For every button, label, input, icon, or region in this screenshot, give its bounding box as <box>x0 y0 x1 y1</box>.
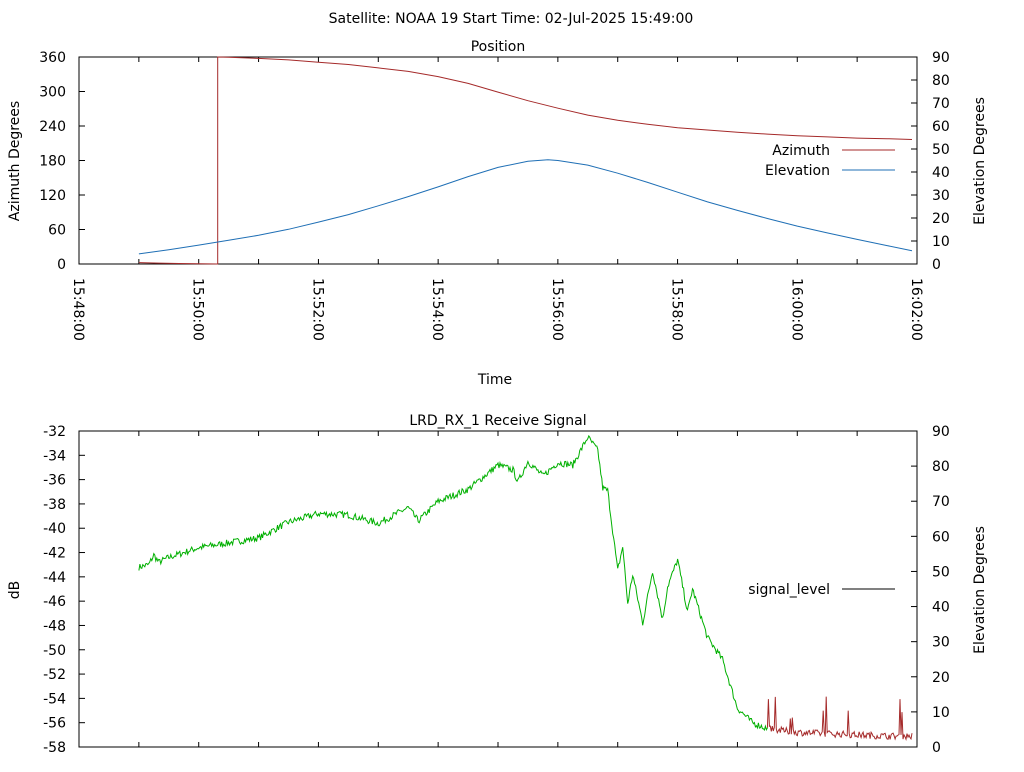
db-tick-label: -58 <box>43 740 66 756</box>
signal-elevation-axis-label: Elevation Degrees <box>972 526 988 654</box>
signal-elevation-tick-label: 30 <box>932 635 950 651</box>
elevation-series-line <box>138 159 913 255</box>
position-plot-frame <box>78 56 918 265</box>
elevation-axis-label: Elevation Degrees <box>972 97 988 225</box>
time-tick-label: 16:00:00 <box>788 278 804 341</box>
db-tick-label: -36 <box>43 473 66 489</box>
time-tick-label: 15:58:00 <box>669 278 685 341</box>
db-tick-label: -54 <box>43 691 66 707</box>
db-tick-label: -34 <box>43 448 66 464</box>
azimuth-axis-label: Azimuth Degrees <box>7 101 23 221</box>
db-tick-label: -32 <box>43 424 66 440</box>
time-tick-label: 15:48:00 <box>70 278 86 341</box>
signal-chart-title: LRD_RX_1 Receive Signal <box>409 413 586 429</box>
time-tick-label: 15:52:00 <box>309 278 325 341</box>
time-tick-label: 15:50:00 <box>190 278 206 341</box>
elevation-tick-label: 70 <box>932 96 950 112</box>
db-tick-label: -38 <box>43 497 66 513</box>
time-tick-label: 15:56:00 <box>549 278 565 341</box>
azimuth-tick-label: 180 <box>39 154 66 170</box>
azimuth-tick-label: 120 <box>39 188 66 204</box>
signal-elevation-tick-label: 50 <box>932 564 950 580</box>
position-chart: Position 0 60 120 180 240 300 360 0 10 20 30 40 50 60 7… <box>7 39 988 388</box>
db-tick-label: -56 <box>43 716 66 732</box>
signal-elevation-tick-label: 10 <box>932 705 950 721</box>
db-tick-label: -48 <box>43 618 66 634</box>
report-title: Satellite: NOAA 19 Start Time: 02-Jul-20… <box>329 11 694 27</box>
position-chart-title: Position <box>471 39 526 55</box>
db-tick-label: -40 <box>43 521 66 537</box>
elevation-tick-label: 50 <box>932 142 950 158</box>
azimuth-tick-label: 0 <box>57 257 66 273</box>
time-tick-label: 15:54:00 <box>429 278 445 341</box>
signal-level-line-high <box>138 434 768 732</box>
elevation-tick-label: 90 <box>932 50 950 66</box>
signal-elevation-tick-label: 20 <box>932 670 950 686</box>
db-tick-label: -42 <box>43 546 66 562</box>
db-tick-label: -52 <box>43 667 66 683</box>
azimuth-tick-label: 60 <box>48 223 66 239</box>
signal-elevation-tick-label: 40 <box>932 600 950 616</box>
signal-elevation-tick-label: 90 <box>932 424 950 440</box>
legend-signal-label: signal_level <box>748 582 830 598</box>
elevation-tick-label: 10 <box>932 234 950 250</box>
elevation-tick-label: 80 <box>932 73 950 89</box>
azimuth-tick-label: 300 <box>39 85 66 101</box>
azimuth-tick-label: 360 <box>39 50 66 66</box>
signal-elevation-tick-label: 80 <box>932 459 950 475</box>
time-axis-label: Time <box>477 372 512 388</box>
signal-chart: LRD_RX_1 Receive Signal -58 -56 -54 -52 -50 -4… <box>7 413 988 756</box>
signal-elevation-tick-label: 0 <box>932 740 941 756</box>
db-tick-label: -46 <box>43 594 66 610</box>
db-axis-label: dB <box>7 581 23 600</box>
elevation-tick-label: 60 <box>932 119 950 135</box>
elevation-tick-label: 40 <box>932 165 950 181</box>
azimuth-tick-label: 240 <box>39 119 66 135</box>
time-tick-label: 16:02:00 <box>908 278 924 341</box>
azimuth-series-line <box>138 56 913 265</box>
elevation-tick-label: 0 <box>932 257 941 273</box>
db-tick-label: -44 <box>43 570 66 586</box>
signal-level-line-low <box>766 696 913 742</box>
elevation-tick-label: 20 <box>932 211 950 227</box>
elevation-tick-label: 30 <box>932 188 950 204</box>
legend-azimuth-label: Azimuth <box>772 143 830 159</box>
signal-elevation-tick-label: 70 <box>932 494 950 510</box>
signal-elevation-tick-label: 60 <box>932 529 950 545</box>
db-tick-label: -50 <box>43 643 66 659</box>
legend-elevation-label: Elevation <box>765 163 830 179</box>
